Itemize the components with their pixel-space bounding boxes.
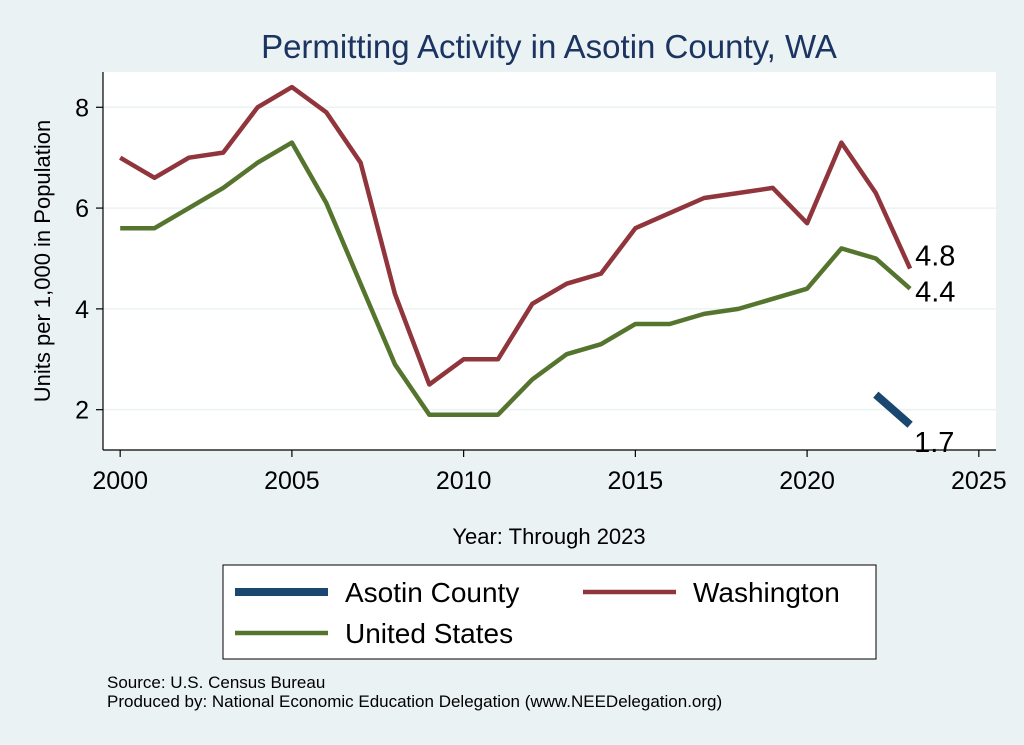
x-tick-label: 2025 [951,467,1007,495]
y-axis-title: Units per 1,000 in Population [30,120,55,403]
x-tick-label: 2015 [608,467,664,495]
y-tick-label: 4 [75,296,89,324]
x-tick-label: 2005 [264,467,320,495]
end-label-washington: 4.8 [915,241,955,273]
legend: Asotin County Washington United States [235,577,840,649]
y-axis-ticks: 2 4 6 8 [75,94,103,425]
x-axis-title: Year: Through 2023 [452,524,645,549]
series-line-united-states [120,140,912,417]
y-tick-label: 8 [75,94,89,122]
y-tick-label: 6 [75,195,89,223]
x-tick-label: 2010 [436,467,492,495]
legend-label: Washington [693,577,840,608]
chart-title: Permitting Activity in Asotin County, WA [261,28,837,65]
end-label-united-states: 4.4 [915,277,955,309]
series-lines [119,84,913,428]
legend-label: Asotin County [345,577,519,608]
y-tick-label: 2 [75,397,89,425]
x-tick-label: 2020 [779,467,835,495]
series-line-asotin-county [873,391,913,428]
source-note: Source: U.S. Census Bureau [107,673,325,692]
legend-box [222,564,877,660]
gridlines [103,106,996,411]
legend-label: United States [345,618,513,649]
end-labels: 1.7 4.8 4.4 [914,241,955,459]
end-label-asotin-county: 1.7 [914,427,954,459]
series-line-washington [119,84,913,387]
producer-note: Produced by: National Economic Education… [107,692,722,711]
x-tick-label: 2000 [92,467,148,495]
x-axis-ticks: 2000 2005 2010 2015 2020 2025 [92,450,1007,495]
plot-area [103,72,996,450]
